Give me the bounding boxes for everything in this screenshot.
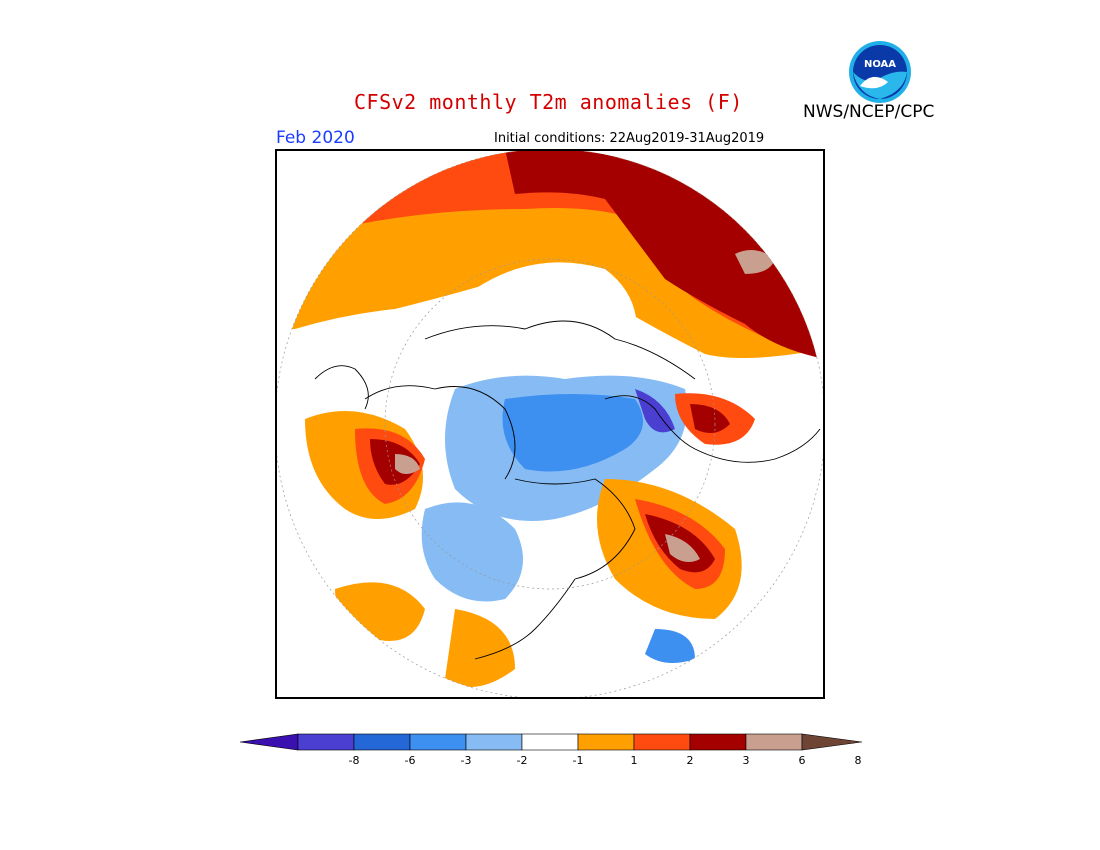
colorbar-tick-label: 1: [631, 754, 638, 767]
anomaly-cold-southwest: [421, 502, 523, 602]
colorbar-swatch: [745, 733, 803, 751]
map-panel: [274, 148, 826, 700]
anomaly-cold-south: [645, 629, 695, 663]
colorbar-swatch: [689, 733, 747, 751]
colorbar-tick-label: -8: [349, 754, 360, 767]
colorbar-swatch: [521, 733, 579, 751]
anomaly-warm-west-tan: [395, 454, 420, 474]
colorbar-tick-label: 3: [743, 754, 750, 767]
anomaly-neutral-arctic: [471, 262, 637, 399]
anomaly-field: [275, 149, 825, 687]
noaa-logo: NOAA: [848, 40, 912, 104]
anomaly-cold-center-mid: [502, 394, 643, 472]
colorbar-swatch: [633, 733, 691, 751]
anomaly-warm-tan-northeast: [735, 250, 775, 274]
colorbar-tick-label: 2: [687, 754, 694, 767]
colorbar-arrow-high: [801, 733, 863, 751]
anomaly-warm-south-2: [445, 609, 515, 687]
anomaly-warm-east-tan: [665, 534, 700, 563]
colorbar-swatch: [465, 733, 523, 751]
colorbar-tick-label: -1: [573, 754, 584, 767]
colorbar-arrow-low: [239, 733, 299, 751]
colorbar-swatch: [577, 733, 635, 751]
noaa-logo-text: NOAA: [864, 59, 896, 70]
anomaly-warm-spot-east-core: [690, 404, 730, 433]
map-title: CFSv2 monthly T2m anomalies (F): [354, 90, 743, 114]
colorbar-tick-label: 6: [799, 754, 806, 767]
colorbar-swatch: [409, 733, 467, 751]
forecast-month: Feb 2020: [276, 128, 355, 148]
colorbar: -8 -6 -3 -2 -1 1 2 3 6 8: [238, 732, 863, 772]
coastlines: [314, 320, 821, 660]
colorbar-swatch: [297, 733, 355, 751]
colorbar-tick-label: -6: [405, 754, 416, 767]
agency-label: NWS/NCEP/CPC: [803, 102, 935, 122]
colorbar-tick-label: -3: [461, 754, 472, 767]
colorbar-tick-label: 8: [855, 754, 862, 767]
anomaly-cold-center-core: [635, 389, 675, 433]
initial-conditions: Initial conditions: 22Aug2019-31Aug2019: [494, 131, 765, 146]
colorbar-swatch: [353, 733, 411, 751]
colorbar-tick-label: -2: [517, 754, 528, 767]
